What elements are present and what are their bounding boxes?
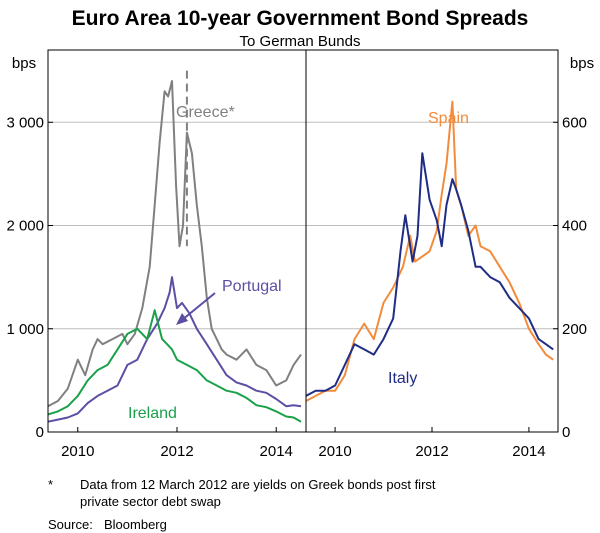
- y-tick-label-right: 400: [562, 218, 587, 235]
- series-line-portugal: [47, 276, 302, 423]
- label-spain: Spain: [428, 110, 469, 127]
- x-tick-label-right: 2014: [512, 443, 545, 460]
- chart-subtitle: To German Bunds: [240, 33, 361, 50]
- y-tick-label-right: 600: [562, 114, 587, 131]
- x-tick-label-right: 2010: [318, 443, 351, 460]
- y-tick-label-left: 1 000: [6, 321, 44, 338]
- y-tick-label-right: 0: [562, 424, 570, 441]
- series-line-italy: [305, 152, 554, 397]
- y-tick-label-right: 200: [562, 321, 587, 338]
- footnote-line-1: Data from 12 March 2012 are yields on Gr…: [80, 477, 436, 492]
- x-tick-label-left: 2010: [61, 443, 94, 460]
- series-line-spain: [305, 100, 554, 402]
- gridlines: [48, 121, 558, 330]
- source-note: Source: Bloomberg: [48, 516, 167, 533]
- panel-left: [47, 70, 302, 423]
- series-line-greece: [47, 80, 302, 408]
- label-ireland: Ireland: [128, 405, 177, 422]
- source-value: Bloomberg: [104, 517, 167, 532]
- panel-right: [305, 100, 554, 402]
- footnote-line-2: private sector debt swap: [80, 494, 221, 509]
- y-unit-label-left: bps: [12, 55, 36, 72]
- plot-frame: [47, 49, 559, 433]
- footnote-marker: *: [48, 477, 54, 492]
- x-tick-label-left: 2012: [160, 443, 193, 460]
- portugal-arrow-shaft: [181, 292, 216, 321]
- label-italy: Italy: [388, 370, 417, 387]
- label-portugal: Portugal: [222, 278, 282, 295]
- y-tick-label-left: 2 000: [6, 218, 44, 235]
- portugal-arrow-head: [176, 313, 188, 325]
- footnote: * Data from 12 March 2012 are yields on …: [48, 476, 436, 493]
- source-label: Source:: [48, 517, 93, 532]
- axes: bps 0 1 000 2 000 3 000 2010 2012 2014 bps 0 200 40…: [6, 55, 594, 460]
- x-tick-label-right: 2012: [415, 443, 448, 460]
- y-tick-label-left: 0: [36, 424, 44, 441]
- label-greece: Greece*: [176, 104, 235, 121]
- series-line-ireland: [47, 309, 302, 423]
- x-tick-label-left: 2014: [260, 443, 293, 460]
- y-tick-label-left: 3 000: [6, 114, 44, 131]
- y-unit-label-right: bps: [570, 55, 594, 72]
- chart-title: Euro Area 10-year Government Bond Spread…: [72, 7, 529, 30]
